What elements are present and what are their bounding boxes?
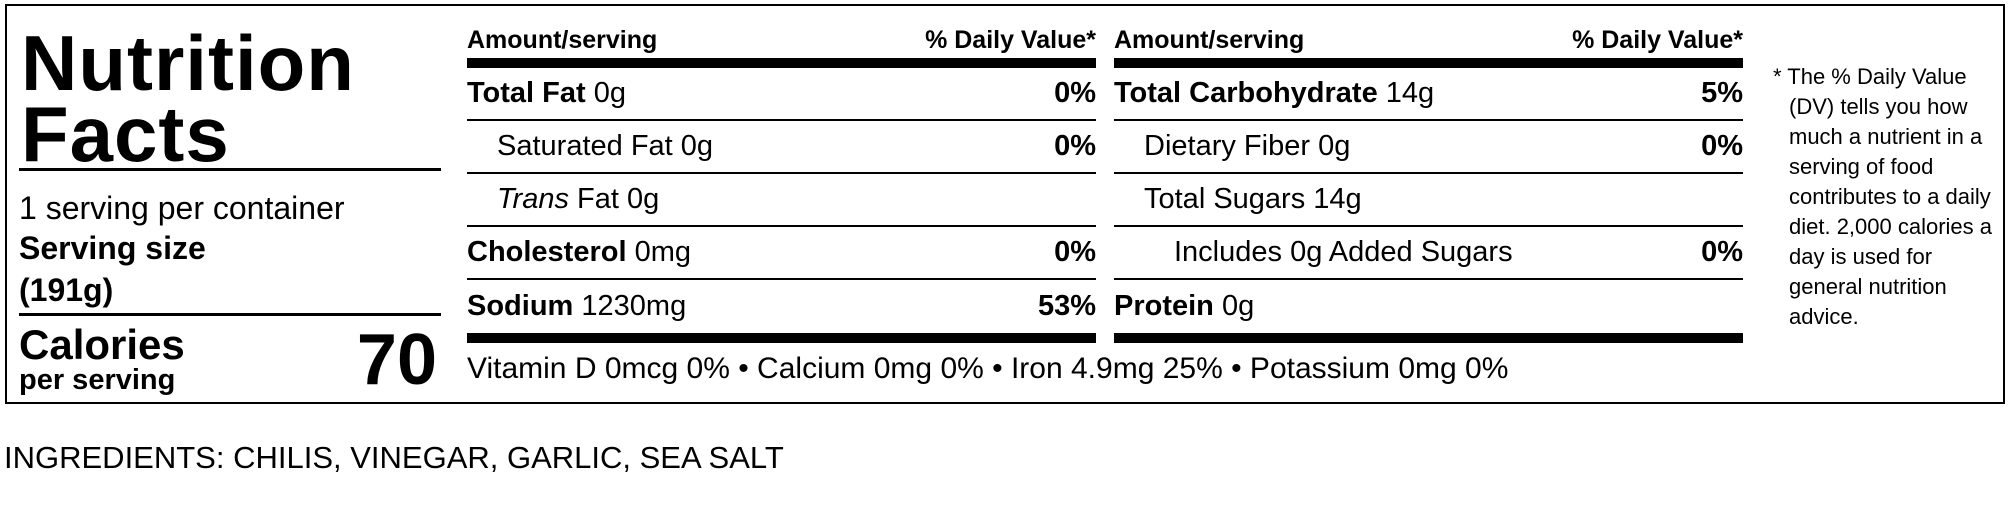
divider	[19, 168, 441, 171]
column-header: Amount/serving % Daily Value*	[1114, 22, 1743, 58]
nutrient-name: Dietary Fiber	[1144, 130, 1310, 162]
rows: Total Fat 0g 0% Saturated Fat 0g 0% Trans Fa…	[467, 68, 1096, 333]
servings: 1 serving per container	[19, 190, 345, 226]
daily-value: 5%	[1701, 77, 1743, 109]
header-left: Amount/serving	[1114, 25, 1305, 54]
nutrient-row: Total Carbohydrate 14g 5%	[1114, 68, 1743, 121]
daily-value: 0%	[1054, 130, 1096, 162]
nutrient-row: Protein 0g	[1114, 280, 1743, 333]
nutrient-amount: 0g	[1221, 290, 1255, 322]
nutrient: Sodium 1230mg	[467, 290, 686, 323]
calories-sub: per serving	[19, 364, 176, 396]
nutrient: Protein 0g	[1114, 290, 1254, 323]
divider	[19, 313, 441, 316]
nutrient-amount: 0g	[593, 77, 627, 109]
vitamins: Vitamin D 0mcg 0% • Calcium 0mg 0% • Iro…	[467, 352, 1509, 385]
nutrient-name: Cholesterol	[467, 236, 627, 268]
thick-bar	[467, 333, 1096, 343]
daily-value: 0%	[1054, 77, 1096, 109]
daily-value: 53%	[1037, 290, 1096, 322]
nutrient-row: Cholesterol 0mg 0%	[467, 227, 1096, 280]
nutrient-column: Amount/serving % Daily Value* Total Carboh…	[1114, 22, 1743, 343]
daily-value: 0%	[1701, 130, 1743, 162]
nutrient-row: Trans Fat 0g	[467, 174, 1096, 227]
nutrient-name: Total Fat	[467, 77, 586, 109]
nutrient: Total Sugars 14g	[1114, 183, 1362, 216]
ingredients: INGREDIENTS: CHILIS, VINEGAR, GARLIC, SE…	[4, 440, 784, 475]
nutrient-row: Total Fat 0g 0%	[467, 68, 1096, 121]
nutrient-row: Total Sugars 14g	[1114, 174, 1743, 227]
nutrient-row: Includes 0g Added Sugars 0%	[1114, 227, 1743, 280]
nutrient: Saturated Fat 0g	[467, 130, 713, 163]
nutrient-name: Protein	[1114, 290, 1214, 322]
thick-bar	[1114, 333, 1743, 343]
nutrient-name: Total Carbohydrate	[1114, 77, 1378, 109]
nutrient-name: Fat	[577, 183, 619, 215]
nutrient-name: Includes 0g Added Sugars	[1174, 236, 1513, 268]
serving-size: (191g)	[19, 272, 114, 308]
nutrient-row: Dietary Fiber 0g 0%	[1114, 121, 1743, 174]
nutrient-row: Saturated Fat 0g 0%	[467, 121, 1096, 174]
header-left: Amount/serving	[467, 25, 658, 54]
nutrient: Total Carbohydrate 14g	[1114, 77, 1434, 110]
daily-value: 0%	[1054, 236, 1096, 268]
nutrient-italic: Trans	[497, 183, 569, 215]
nutrient: Cholesterol 0mg	[467, 236, 691, 269]
nutrient-amount: 0g	[680, 130, 714, 162]
nutrient: Trans Fat 0g	[467, 183, 659, 216]
header-right: % Daily Value*	[1572, 25, 1743, 54]
nutrient: Dietary Fiber 0g	[1114, 130, 1350, 163]
nutrient-amount: 0g	[627, 183, 660, 215]
nutrient-amount: 1230mg	[581, 290, 687, 322]
header-right: % Daily Value*	[925, 25, 1096, 54]
thick-bar	[1114, 58, 1743, 68]
nutrient-amount: 14g	[1313, 183, 1362, 215]
nutrition-label: Nutrition Facts 1 serving per container …	[5, 4, 2005, 404]
rows: Total Carbohydrate 14g 5% Dietary Fiber 0g…	[1114, 68, 1743, 333]
nutrient-amount: 0g	[1318, 130, 1351, 162]
thick-bar	[467, 58, 1096, 68]
nutrient-amount: 14g	[1385, 77, 1435, 109]
calories-value: 70	[356, 320, 437, 400]
nutrient-row: Sodium 1230mg 53%	[467, 280, 1096, 333]
column-header: Amount/serving % Daily Value*	[467, 22, 1096, 58]
nutrient-name: Saturated Fat	[497, 130, 673, 162]
title: Facts	[21, 90, 230, 178]
nutrient-name: Sodium	[467, 290, 574, 322]
nutrient-name: Total Sugars	[1144, 183, 1306, 215]
serving-size-label: Serving size	[19, 230, 206, 266]
nutrient: Total Fat 0g	[467, 77, 626, 110]
nutrient-column: Amount/serving % Daily Value* Total Fat 0g…	[467, 22, 1096, 343]
nutrient-amount: 0mg	[634, 236, 692, 268]
title: Nutrition	[21, 19, 355, 107]
daily-value: 0%	[1701, 236, 1743, 268]
nutrient: Includes 0g Added Sugars	[1114, 236, 1513, 269]
calories-label: Calories	[19, 321, 185, 368]
footnote: * The % Daily Value (DV) tells you how m…	[1773, 64, 1993, 329]
